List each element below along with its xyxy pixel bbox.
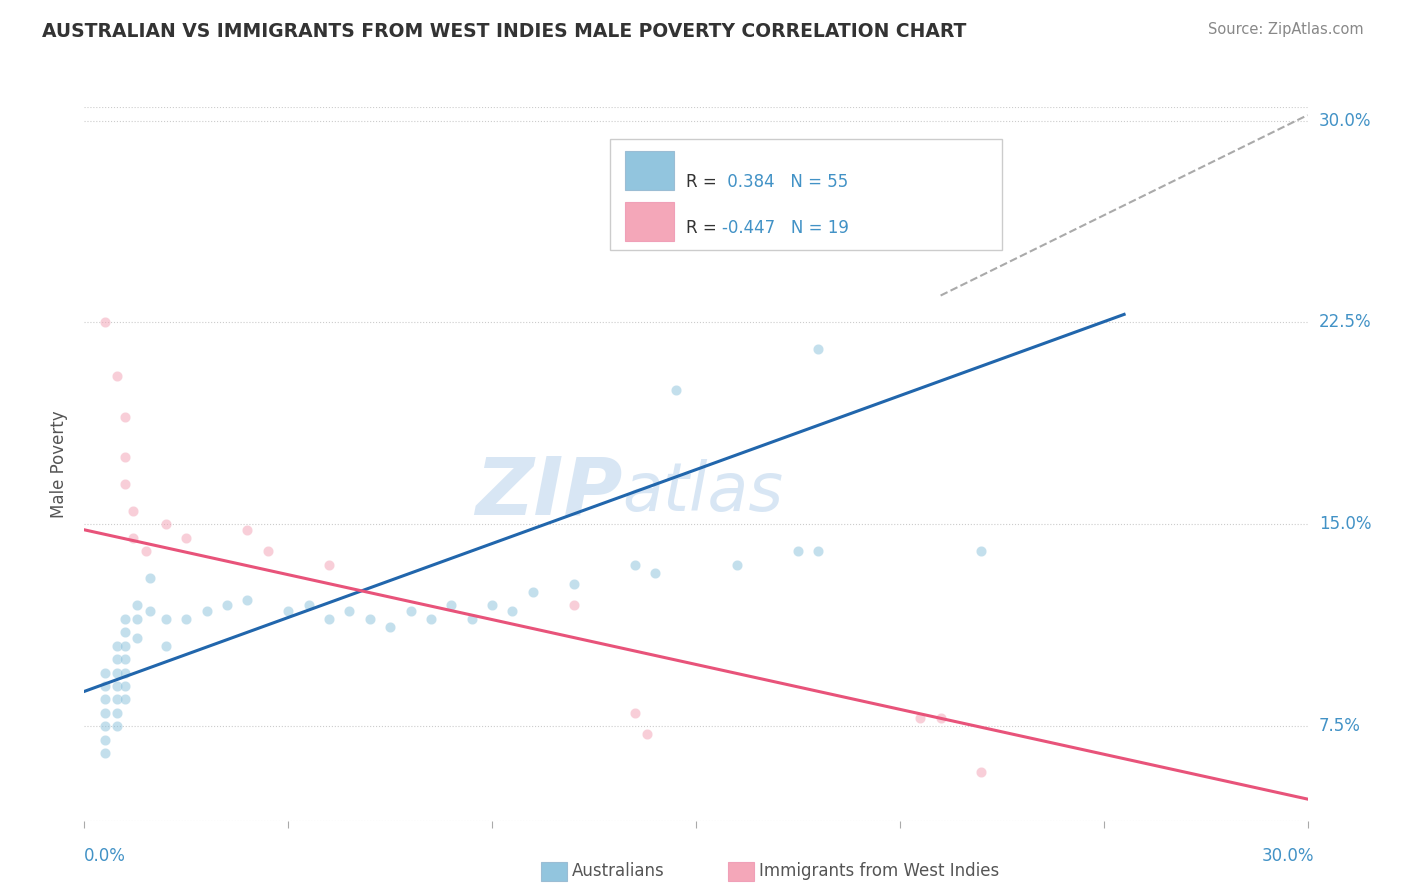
Point (380, 620, 402, 634)
Point (399, 604, 422, 618)
Point (114, 477, 136, 491)
Point (644, 566, 666, 580)
Point (122, 504, 145, 518)
Point (127, 612, 149, 626)
Point (174, 612, 197, 626)
Point (562, 598, 585, 612)
Text: 22.5%: 22.5% (1319, 313, 1371, 332)
Text: 0.384   N = 55: 0.384 N = 55 (721, 173, 848, 191)
Point (155, 517, 177, 532)
Point (359, 612, 381, 626)
Text: 0.0%: 0.0% (84, 847, 127, 865)
Point (105, 665, 128, 680)
Point (105, 679, 128, 693)
Bar (626, 202, 673, 241)
Point (236, 523, 259, 537)
Point (135, 544, 157, 558)
Point (93, 692, 115, 706)
Point (114, 625, 136, 640)
Point (501, 604, 523, 618)
Text: Australians: Australians (572, 863, 665, 880)
Point (664, 383, 686, 397)
Point (155, 612, 177, 626)
Point (114, 450, 136, 464)
Bar (626, 151, 673, 190)
Point (725, 558, 748, 572)
Point (114, 612, 136, 626)
Point (908, 711, 931, 725)
Text: ZIP: ZIP (475, 453, 623, 532)
Text: Source: ZipAtlas.com: Source: ZipAtlas.com (1208, 22, 1364, 37)
Text: 7.5%: 7.5% (1319, 717, 1361, 735)
Point (420, 612, 443, 626)
Point (869, 194, 891, 209)
Point (807, 343, 830, 357)
Point (114, 679, 136, 693)
Point (93, 316, 115, 330)
Point (461, 612, 484, 626)
Point (318, 558, 340, 572)
Point (339, 604, 360, 618)
Point (138, 604, 160, 618)
Point (114, 665, 136, 680)
Text: 15.0%: 15.0% (1319, 516, 1371, 533)
Point (105, 692, 128, 706)
Point (114, 409, 136, 424)
Point (93, 679, 115, 693)
Point (624, 558, 647, 572)
Y-axis label: Male Poverty: Male Poverty (51, 410, 69, 517)
Point (122, 531, 145, 545)
Point (114, 652, 136, 666)
Point (970, 765, 993, 780)
Point (93, 732, 115, 747)
Point (257, 544, 280, 558)
Text: -0.447   N = 19: -0.447 N = 19 (721, 219, 849, 237)
Point (174, 531, 197, 545)
Point (105, 706, 128, 720)
Point (217, 598, 239, 612)
Point (93, 747, 115, 761)
Text: R =: R = (686, 219, 723, 237)
Point (138, 571, 160, 585)
Text: AUSTRALIAN VS IMMIGRANTS FROM WEST INDIES MALE POVERTY CORRELATION CHART: AUSTRALIAN VS IMMIGRANTS FROM WEST INDIE… (42, 22, 966, 41)
Point (127, 631, 149, 645)
Point (522, 584, 544, 599)
Point (298, 598, 321, 612)
Point (195, 604, 218, 618)
Point (105, 639, 128, 653)
Point (105, 719, 128, 733)
Point (105, 369, 128, 384)
Point (93, 665, 115, 680)
Text: Immigrants from West Indies: Immigrants from West Indies (759, 863, 1000, 880)
Point (787, 544, 810, 558)
Point (970, 544, 993, 558)
Point (114, 639, 136, 653)
Point (105, 652, 128, 666)
Text: atlas: atlas (623, 459, 783, 525)
Point (562, 576, 585, 591)
Point (929, 711, 952, 725)
Point (277, 604, 299, 618)
Point (127, 598, 149, 612)
Point (155, 639, 177, 653)
Text: 30.0%: 30.0% (1319, 112, 1371, 129)
Text: 30.0%: 30.0% (1263, 847, 1315, 865)
Point (440, 598, 463, 612)
Point (236, 592, 259, 607)
Point (481, 598, 503, 612)
Point (807, 544, 830, 558)
Point (114, 692, 136, 706)
Point (93, 706, 115, 720)
FancyBboxPatch shape (610, 139, 1001, 250)
Point (93, 719, 115, 733)
Point (624, 706, 647, 720)
Point (318, 612, 340, 626)
Text: R =: R = (686, 173, 723, 191)
Point (636, 727, 658, 741)
